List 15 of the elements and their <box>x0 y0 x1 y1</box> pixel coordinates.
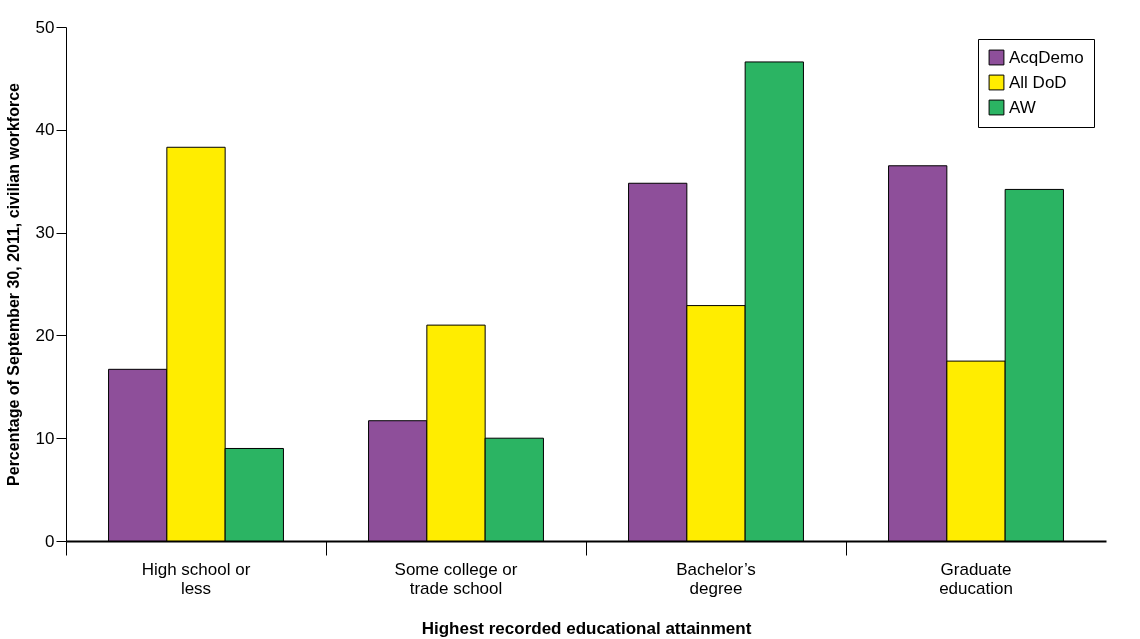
legend-label: AcqDemo <box>1009 47 1084 67</box>
legend-label: All DoD <box>1009 72 1067 92</box>
x-tick-label: Some college or trade school <box>394 559 518 598</box>
y-tick-label: 40 <box>35 120 55 140</box>
y-tick-label: 50 <box>35 17 55 37</box>
legend-label: AW <box>1009 97 1036 117</box>
x-axis-title: Highest recorded educational attainment <box>421 618 752 638</box>
y-tick-label: 10 <box>35 428 55 448</box>
x-tick-label: High school or less <box>141 559 251 598</box>
y-tick-label: 20 <box>35 325 55 345</box>
y-tick-label: 0 <box>45 531 55 551</box>
y-axis-title: Percentage of September 30, 2011, civilian workforce <box>4 82 22 486</box>
y-tick-label: 30 <box>35 223 55 243</box>
x-tick-label: Graduate education <box>939 559 1013 598</box>
x-tick-label: Bachelor’s degree <box>676 559 756 598</box>
